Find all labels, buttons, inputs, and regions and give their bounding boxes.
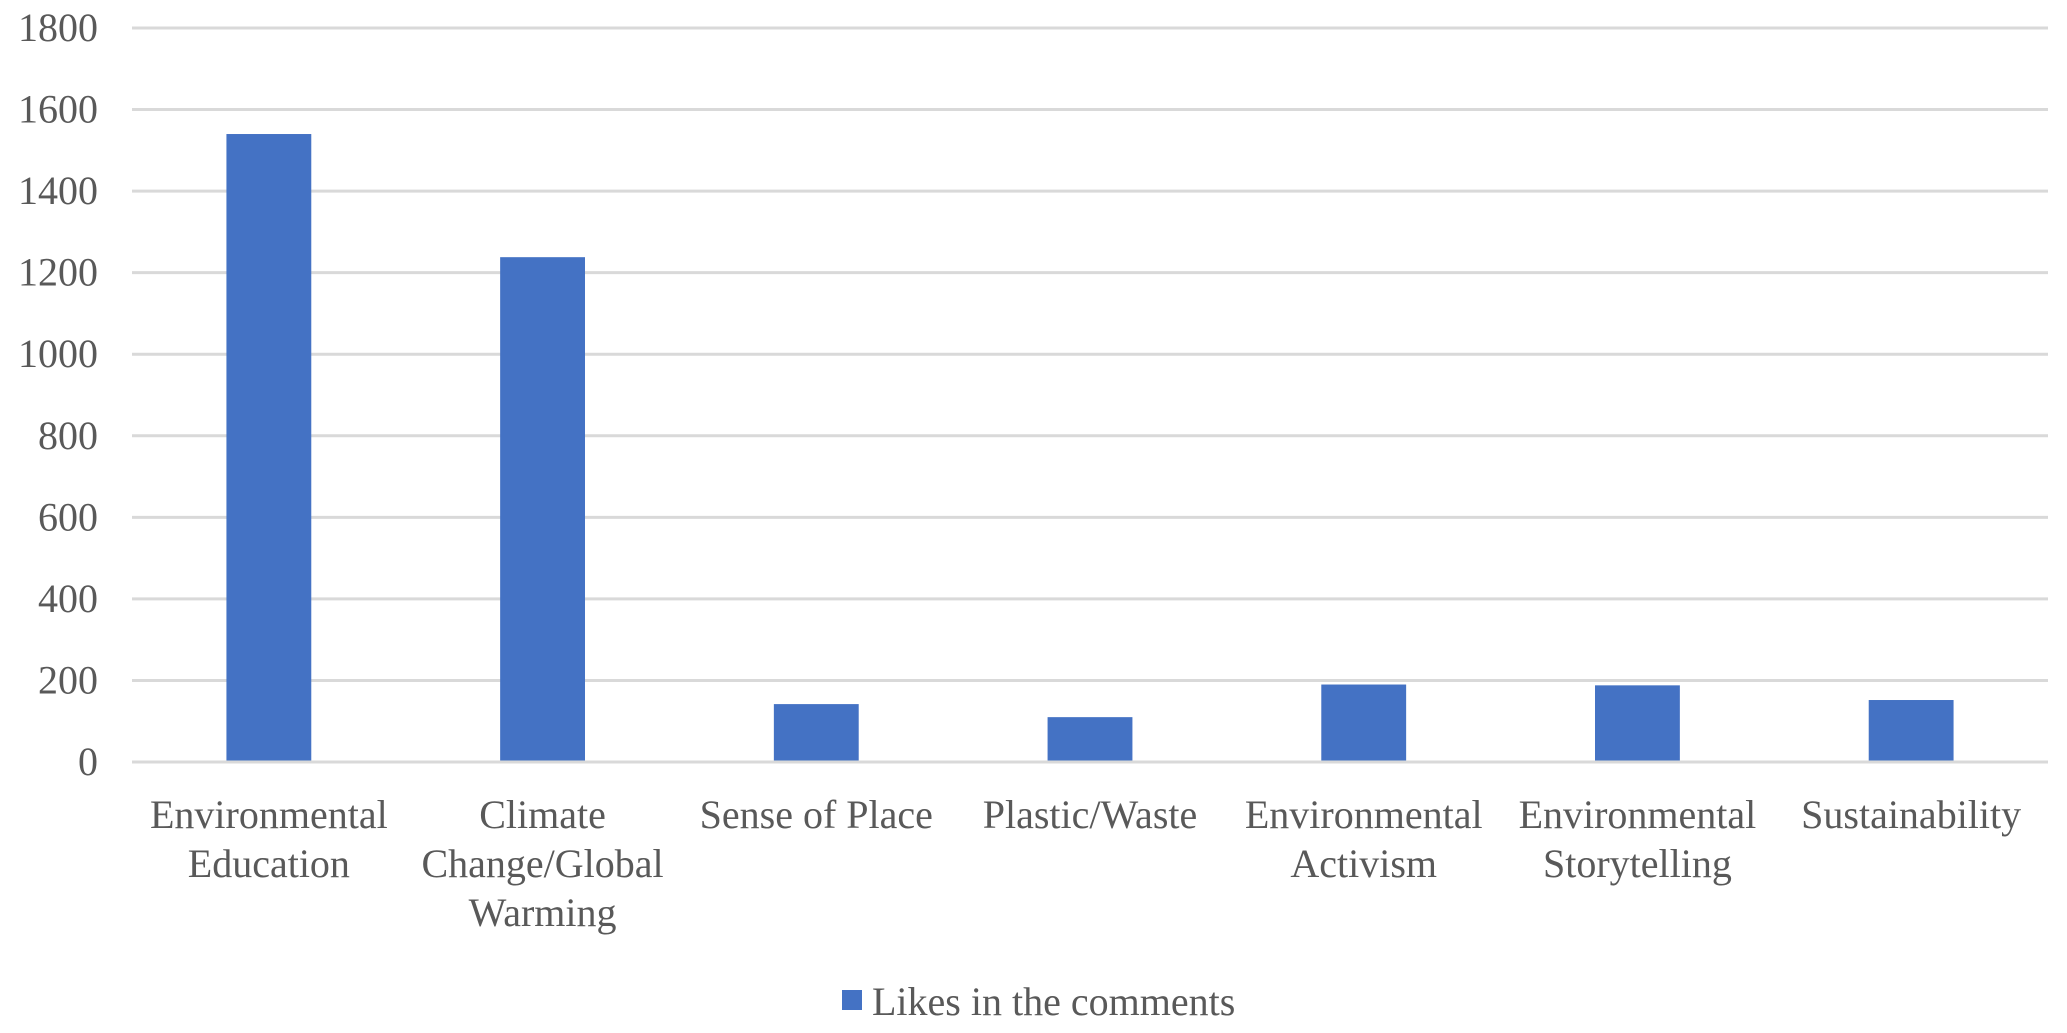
- x-category-label-line: Warming: [469, 890, 617, 935]
- x-category-label-line: Environmental: [1245, 792, 1483, 837]
- x-category-label-line: Sustainability: [1801, 792, 2021, 837]
- y-tick-label: 1800: [18, 5, 98, 50]
- x-category-label-line: Environmental: [150, 792, 388, 837]
- bar: [500, 257, 585, 762]
- y-tick-label: 1600: [18, 87, 98, 132]
- x-category-label: Sustainability: [1801, 792, 2021, 837]
- bar: [773, 704, 859, 762]
- y-axis-tick-labels: 0 200 400 600 800 1000 1200 1400 1600 1800: [18, 5, 98, 784]
- x-category-label: Environmental Storytelling: [1519, 792, 1757, 886]
- gridlines: [132, 26, 2048, 682]
- bar: [1321, 684, 1407, 762]
- y-tick-label: 200: [38, 657, 98, 702]
- y-tick-label: 800: [38, 413, 98, 458]
- y-tick-label: 1400: [18, 168, 98, 213]
- y-tick-label: 400: [38, 576, 98, 621]
- x-category-label-line: Activism: [1290, 841, 1437, 886]
- x-category-label: Environmental Education: [150, 792, 388, 886]
- x-category-label-line: Environmental: [1519, 792, 1757, 837]
- bar: [1595, 685, 1680, 762]
- y-tick-label: 0: [78, 739, 98, 784]
- y-tick-label: 1200: [18, 250, 98, 295]
- x-category-label-line: Sense of Place: [700, 792, 933, 837]
- bar: [1868, 700, 1954, 762]
- x-category-label: Sense of Place: [700, 792, 933, 837]
- bar: [226, 134, 312, 762]
- y-tick-label: 600: [38, 494, 98, 539]
- x-category-label-line: Education: [188, 841, 350, 886]
- x-category-label: Plastic/Waste: [983, 792, 1198, 837]
- legend-label: Likes in the comments: [872, 979, 1235, 1024]
- x-category-label-line: Storytelling: [1543, 841, 1732, 886]
- legend-swatch: [842, 990, 862, 1010]
- x-category-label-line: Climate: [479, 792, 606, 837]
- legend: Likes in the comments: [842, 979, 1235, 1024]
- x-category-label-line: Plastic/Waste: [983, 792, 1198, 837]
- x-category-label: Climate Change/Global Warming: [421, 792, 663, 935]
- bar: [1047, 717, 1133, 762]
- x-category-label: Environmental Activism: [1245, 792, 1483, 886]
- x-category-label-line: Change/Global: [421, 841, 663, 886]
- bars: [226, 134, 1954, 762]
- y-tick-label: 1000: [18, 331, 98, 376]
